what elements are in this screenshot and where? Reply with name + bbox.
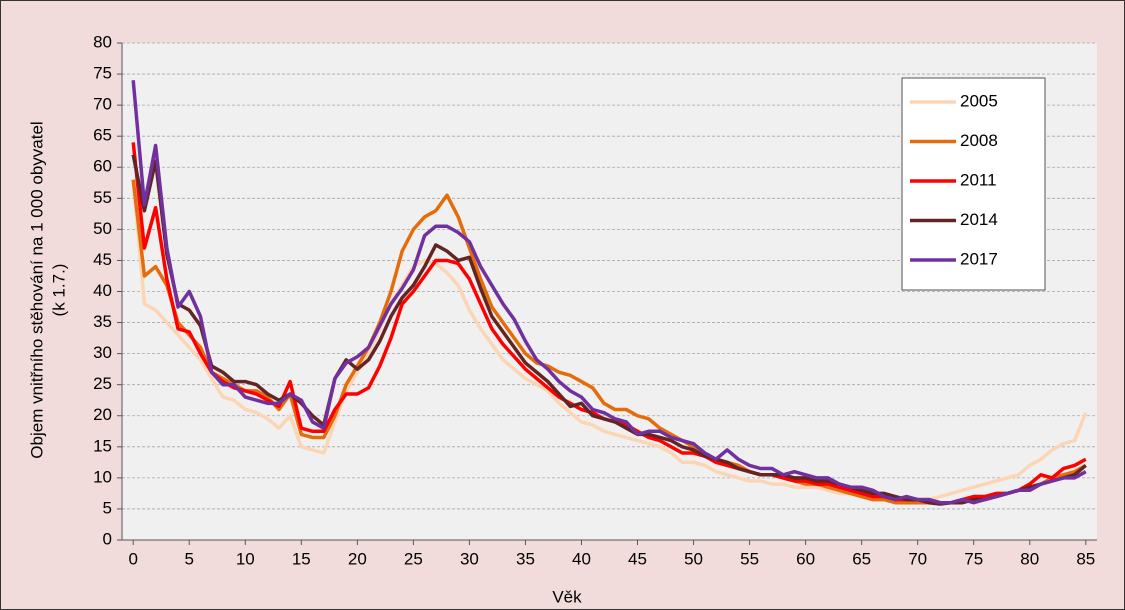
y-tick-label: 10 [93, 467, 112, 486]
y-tick-label: 20 [93, 405, 112, 424]
y-tick-label: 50 [93, 219, 112, 238]
legend: 2005 2008 2011 2014 2017 [901, 77, 1046, 291]
legend-label: 2005 [960, 91, 998, 110]
x-tick-label: 85 [1076, 549, 1095, 568]
y-tick-label: 70 [93, 95, 112, 114]
x-tick-label: 10 [236, 549, 255, 568]
x-tick-label: 55 [740, 549, 759, 568]
x-tick-label: 20 [348, 549, 367, 568]
y-tick-label: 25 [93, 374, 112, 393]
legend-label: 2008 [960, 131, 998, 150]
y-axis-title-line: (k 1.7.) [49, 264, 68, 317]
y-tick-label: 55 [93, 188, 112, 207]
x-tick-label: 65 [852, 549, 871, 568]
y-tick-label: 75 [93, 64, 112, 83]
legend-label: 2011 [960, 170, 997, 189]
y-tick-label: 40 [93, 281, 112, 300]
y-tick-label: 15 [93, 436, 112, 455]
legend-label: 2014 [960, 210, 998, 229]
y-tick-label: 80 [93, 32, 112, 51]
y-tick-label: 0 [103, 529, 112, 548]
x-tick-label: 25 [404, 549, 423, 568]
y-tick-label: 60 [93, 157, 112, 176]
x-tick-label: 40 [572, 549, 591, 568]
x-tick-label: 15 [292, 549, 311, 568]
x-tick-label: 0 [128, 549, 137, 568]
y-tick-label: 35 [93, 312, 112, 331]
x-tick-label: 30 [460, 549, 479, 568]
y-axis-title-line: Objem vnitřního stěhování na 1 000 obyva… [27, 121, 46, 458]
x-tick-label: 45 [628, 549, 647, 568]
x-tick-label: 5 [185, 549, 194, 568]
x-tick-label: 50 [684, 549, 703, 568]
x-axis-title: Věk [552, 587, 582, 606]
x-tick-label: 75 [964, 549, 983, 568]
x-tick-label: 35 [516, 549, 535, 568]
lines [131, 80, 1088, 506]
y-axis-title: Objem vnitřního stěhování na 1 000 obyva… [27, 121, 68, 458]
y-tick-label: 30 [93, 343, 112, 362]
y-tick-label: 65 [93, 126, 112, 145]
y-tick-label: 5 [103, 498, 112, 517]
y-tick-label: 45 [93, 250, 112, 269]
x-tick-label: 70 [908, 549, 927, 568]
legend-label: 2017 [960, 249, 998, 268]
x-tick-label: 80 [1020, 549, 1039, 568]
x-tick-label: 60 [796, 549, 815, 568]
series-line [131, 80, 1087, 505]
legend-box [901, 77, 1046, 291]
